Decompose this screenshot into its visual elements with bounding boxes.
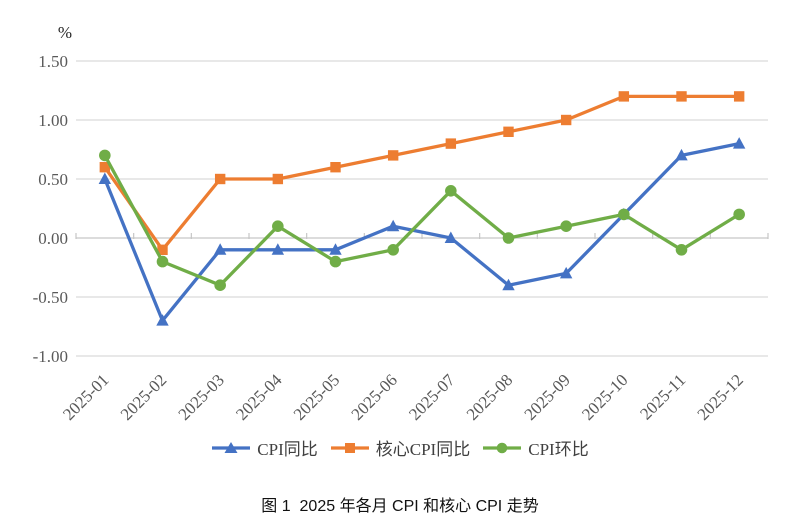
svg-text:2025-11: 2025-11 (636, 370, 689, 423)
chart-legend: CPI同比 核心CPI同比 CPI环比 (0, 430, 800, 464)
svg-text:2025-06: 2025-06 (347, 370, 401, 424)
figure-caption: 图 1 2025 年各月 CPI 和核心 CPI 走势 (261, 498, 539, 515)
svg-text:2025-01: 2025-01 (59, 370, 113, 424)
svg-text:2025-12: 2025-12 (693, 370, 747, 424)
legend-item-core-cpi-yoy: 核心CPI同比 (330, 435, 470, 460)
svg-text:1.50: 1.50 (38, 52, 68, 71)
svg-text:-1.00: -1.00 (33, 347, 68, 366)
svg-text:0.00: 0.00 (38, 229, 68, 248)
svg-text:2025-08: 2025-08 (463, 370, 517, 424)
svg-text:2025-09: 2025-09 (520, 370, 574, 424)
legend-label: 核心CPI同比 (375, 439, 471, 459)
legend-label: CPI同比 (257, 439, 318, 459)
legend-item-cpi-mom: CPI环比 (482, 435, 589, 460)
svg-text:1.00: 1.00 (38, 111, 68, 130)
legend-marker-square-icon (330, 442, 369, 453)
line-chart: 1.501.000.500.00-0.50-1.00%2025-01 2025-0… (33, 23, 769, 424)
svg-text:2025-07: 2025-07 (405, 370, 459, 424)
svg-text:0.50: 0.50 (38, 170, 68, 189)
svg-text:-0.50: -0.50 (33, 288, 68, 307)
svg-text:2025-05: 2025-05 (290, 370, 344, 424)
legend-marker-triangle-icon (212, 441, 251, 453)
legend-label: CPI环比 (528, 439, 589, 459)
svg-text:2025-04: 2025-04 (232, 370, 286, 424)
svg-text:2025-02: 2025-02 (117, 370, 171, 424)
svg-text:%: % (58, 23, 72, 42)
legend-marker-circle-icon (483, 442, 522, 453)
legend-item-cpi-yoy: CPI同比 (211, 435, 318, 460)
svg-text:2025-03: 2025-03 (174, 370, 228, 424)
svg-text:2025-10: 2025-10 (578, 370, 632, 424)
